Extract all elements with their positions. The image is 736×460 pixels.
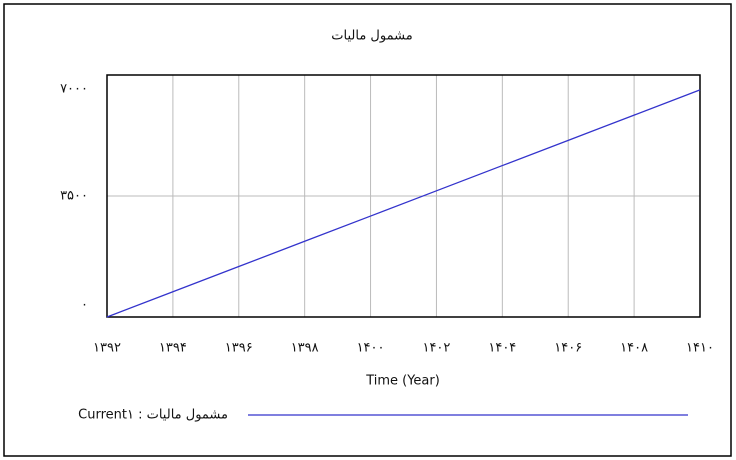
x-tick-label: ۱۴۰۰ — [357, 341, 385, 356]
plot-frame — [106, 74, 701, 318]
x-tick-label: ۱۴۱۰ — [686, 341, 714, 356]
y-tick-label: ۷۰۰۰ — [60, 82, 88, 97]
x-tick-label: ۱۳۹۸ — [291, 341, 319, 356]
y-tick-label: ۳۵۰۰ — [60, 189, 88, 204]
x-tick-label: ۱۴۰۴ — [488, 341, 516, 356]
y-tick-label: ۰ — [81, 298, 88, 313]
x-tick-label: ۱۳۹۲ — [93, 341, 121, 356]
chart-title: مشمول مالیات — [331, 29, 412, 44]
x-tick-label: ۱۴۰۸ — [620, 341, 648, 356]
x-tick-label: ۱۳۹۶ — [225, 341, 253, 356]
x-tick-label: ۱۳۹۴ — [159, 341, 187, 356]
x-tick-label: ۱۴۰۶ — [554, 341, 582, 356]
legend-label: Current۱ : مشمول مالیات — [78, 408, 228, 423]
x-tick-label: ۱۴۰۲ — [422, 341, 450, 356]
series-line — [106, 89, 701, 318]
x-axis-label: Time (Year) — [365, 374, 440, 389]
frame — [3, 3, 732, 457]
